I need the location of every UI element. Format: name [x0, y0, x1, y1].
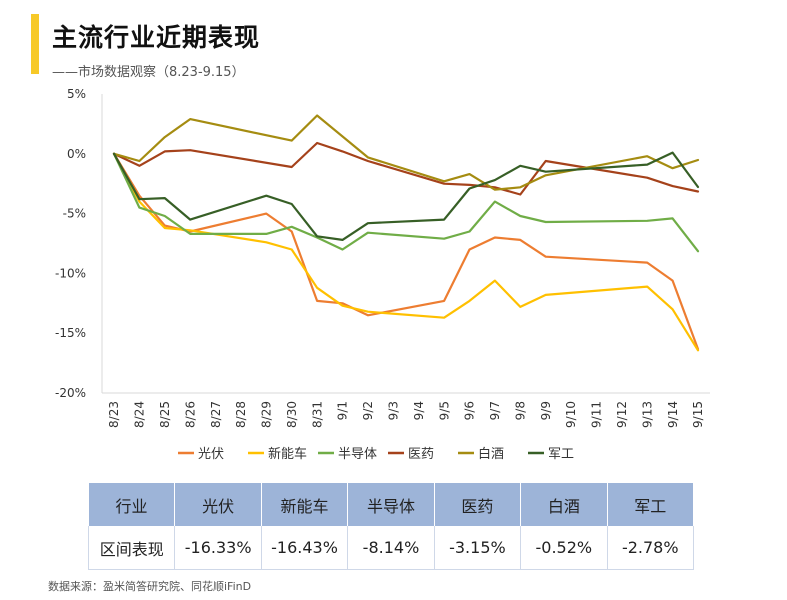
y-tick-label: -15% — [55, 326, 86, 340]
legend-label: 新能车 — [268, 446, 307, 462]
table-cell: -16.43% — [261, 526, 349, 570]
y-tick-label: -5% — [63, 207, 86, 221]
performance-table: 行业 光伏 新能车 半导体 医药 白酒 军工 区间表现 -16.33% -16.… — [87, 483, 695, 570]
series-line-新能车 — [112, 152, 700, 352]
series-line-半导体 — [112, 152, 700, 253]
y-tick-label: -10% — [55, 266, 86, 280]
x-tick-label: 8/24 — [133, 401, 147, 428]
x-tick-label: 8/30 — [285, 401, 299, 428]
legend-label: 白酒 — [478, 446, 504, 462]
table-row-label: 区间表现 — [87, 526, 176, 570]
table-cell: -16.33% — [174, 526, 262, 570]
x-tick-label: 8/27 — [209, 401, 223, 428]
table-cell: -3.15% — [434, 526, 522, 570]
series-line-医药 — [112, 141, 700, 196]
table-row: 区间表现 -16.33% -16.43% -8.14% -3.15% -0.52… — [87, 526, 695, 570]
x-tick-label: 9/4 — [412, 401, 426, 420]
x-tick-label: 9/11 — [590, 401, 604, 428]
table-cell: -2.78% — [607, 526, 695, 570]
legend-label: 医药 — [408, 447, 434, 462]
legend-label: 半导体 — [338, 447, 377, 462]
table-cell: -8.14% — [347, 526, 435, 570]
x-tick-label: 8/26 — [183, 401, 197, 428]
x-tick-label: 9/12 — [615, 401, 629, 428]
table-header-cell: 新能车 — [261, 483, 349, 526]
table-header-cell: 军工 — [607, 483, 695, 526]
table-header-cell: 医药 — [434, 483, 522, 526]
table-cell: -0.52% — [520, 526, 608, 570]
y-tick-label: 0% — [67, 147, 86, 161]
x-tick-label: 8/29 — [260, 401, 274, 428]
x-tick-label: 9/1 — [336, 401, 350, 420]
x-tick-label: 9/6 — [463, 401, 477, 420]
x-tick-label: 9/5 — [437, 401, 451, 420]
x-tick-label: 8/25 — [158, 401, 172, 428]
x-tick-label: 8/31 — [310, 401, 324, 428]
x-tick-label: 8/28 — [234, 401, 248, 428]
x-tick-label: 9/3 — [387, 401, 401, 420]
table-header-cell: 白酒 — [520, 483, 608, 526]
table-header-cell: 行业 — [88, 483, 176, 526]
x-tick-label: 9/13 — [640, 401, 654, 428]
page-subtitle: ——市场数据观察（8.23-9.15） — [52, 65, 245, 80]
x-tick-label: 9/8 — [513, 401, 527, 420]
x-tick-label: 9/9 — [539, 401, 553, 420]
series-line-军工 — [112, 151, 700, 241]
series-line-白酒 — [112, 114, 700, 191]
line-chart: 5% 0% -5% -10% -15% -20% 8/23 8/24 8/25 8/26 8/27 8… — [55, 87, 710, 462]
table-header-row: 行业 光伏 新能车 半导体 医药 白酒 军工 — [88, 483, 695, 526]
table-header-cell: 光伏 — [174, 483, 262, 526]
legend-label: 光伏 — [198, 447, 224, 462]
x-tick-label: 9/15 — [691, 401, 705, 428]
x-tick-label: 9/2 — [361, 401, 375, 420]
x-tick-label: 9/7 — [488, 401, 502, 420]
x-tick-label: 9/10 — [564, 401, 578, 428]
x-tick-label: 8/23 — [107, 401, 121, 428]
title-accent-bar — [31, 14, 39, 74]
page-title: 主流行业近期表现 — [52, 23, 261, 52]
y-tick-label: 5% — [67, 87, 86, 101]
x-tick-label: 9/14 — [666, 401, 680, 428]
legend-label: 军工 — [548, 447, 574, 462]
data-source-note: 数据来源：盈米简答研究院、同花顺iFinD — [48, 580, 252, 593]
series-line-光伏 — [112, 152, 700, 351]
y-tick-label: -20% — [55, 386, 86, 400]
table-header-cell: 半导体 — [347, 483, 435, 526]
